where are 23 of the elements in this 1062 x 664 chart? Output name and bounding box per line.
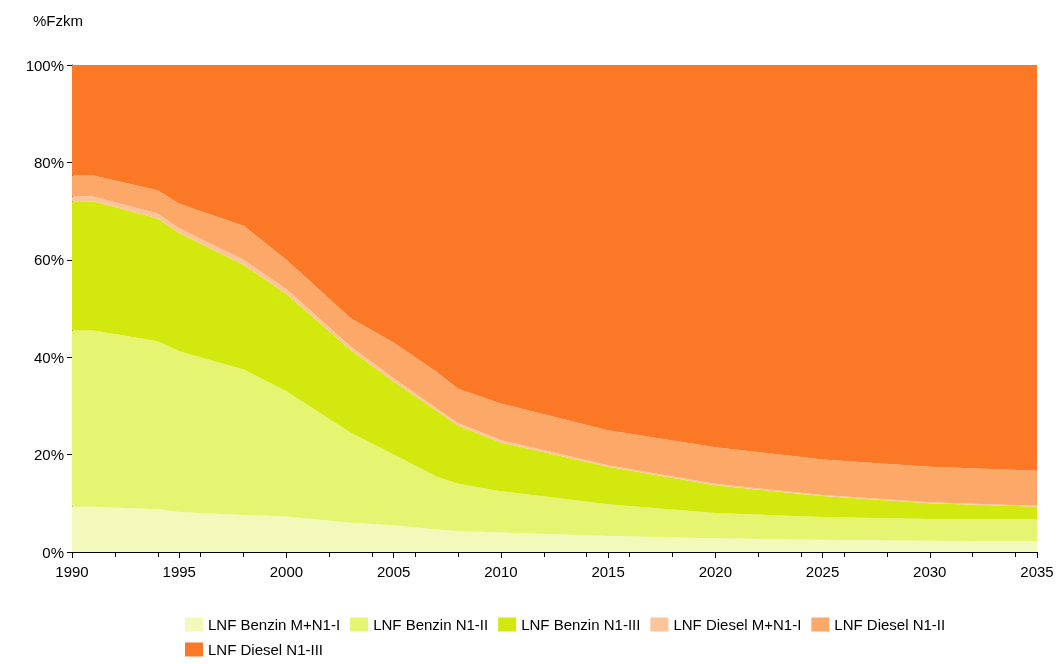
y-tick-label: 20%: [33, 446, 64, 464]
legend-label: LNF Diesel N1-II: [834, 616, 946, 633]
y-tick-label: 40%: [33, 348, 64, 366]
x-tick-label: 2035: [1020, 563, 1054, 580]
y-axis-title: %Fzkm: [33, 12, 83, 29]
x-tick-label: 1990: [55, 563, 89, 580]
legend-label: LNF Benzin N1-III: [521, 616, 641, 633]
x-tick-label: 2025: [805, 563, 840, 580]
legend-label: LNF Diesel M+N1-I: [673, 616, 802, 633]
y-tick-label: 80%: [33, 153, 64, 171]
x-tick-label: 2000: [269, 563, 304, 580]
legend-label: LNF Benzin N1-II: [373, 616, 489, 633]
x-tick-label: 2020: [698, 563, 733, 580]
y-tick-label: 0%: [42, 543, 64, 561]
legend-label: LNF Benzin M+N1-I: [208, 616, 341, 633]
legend-label: LNF Diesel N1-III: [208, 641, 324, 658]
x-tick-label: 2010: [484, 563, 518, 580]
y-tick-label: 100%: [25, 56, 64, 74]
x-tick-label: 2005: [376, 563, 411, 580]
y-tick-label: 60%: [33, 251, 64, 269]
x-tick-label: 1995: [162, 563, 196, 580]
x-tick-label: 2030: [913, 563, 947, 580]
x-tick-label: 2015: [591, 563, 625, 580]
